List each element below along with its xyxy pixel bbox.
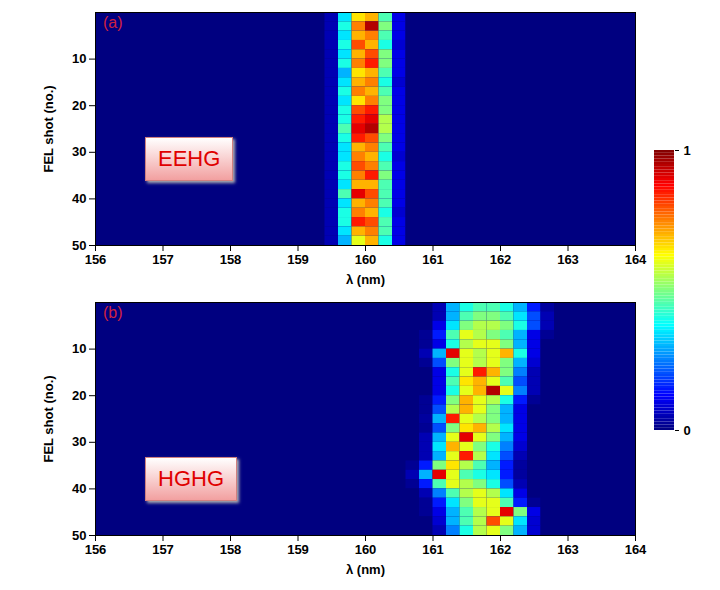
svg-text:157: 157	[152, 542, 174, 557]
svg-text:161: 161	[422, 252, 444, 267]
svg-text:162: 162	[490, 542, 512, 557]
svg-text:20: 20	[72, 388, 86, 403]
svg-text:1: 1	[684, 143, 691, 158]
svg-text:λ (nm): λ (nm)	[346, 562, 385, 577]
svg-text:157: 157	[152, 252, 174, 267]
svg-text:162: 162	[490, 252, 512, 267]
svg-text:158: 158	[220, 252, 242, 267]
svg-text:161: 161	[422, 542, 444, 557]
svg-text:20: 20	[72, 98, 86, 113]
html-text:HGHG: HGHG	[158, 466, 224, 491]
svg-text:164: 164	[625, 252, 647, 267]
svg-text:40: 40	[72, 191, 86, 206]
svg-text:30: 30	[72, 434, 86, 449]
svg-text:158: 158	[220, 542, 242, 557]
svg-text:156: 156	[85, 542, 107, 557]
svg-text:FEL shot (no.): FEL shot (no.)	[41, 85, 56, 172]
svg-text:FEL shot (no.): FEL shot (no.)	[41, 375, 56, 462]
html-text:(a): (a)	[103, 14, 123, 31]
svg-text:30: 30	[72, 144, 86, 159]
svg-text:50: 50	[72, 528, 86, 543]
svg-text:10: 10	[72, 341, 86, 356]
svg-text:164: 164	[625, 542, 647, 557]
svg-text:163: 163	[557, 252, 579, 267]
svg-text:λ (nm): λ (nm)	[346, 272, 385, 287]
svg-text:156: 156	[85, 252, 107, 267]
svg-text:159: 159	[287, 542, 309, 557]
html-text:(b): (b)	[103, 304, 123, 321]
svg-text:40: 40	[72, 481, 86, 496]
svg-text:160: 160	[355, 542, 377, 557]
svg-text:50: 50	[72, 238, 86, 253]
svg-text:10: 10	[72, 51, 86, 66]
svg-text:159: 159	[287, 252, 309, 267]
svg-text:160: 160	[355, 252, 377, 267]
html-text:EEHG: EEHG	[158, 146, 221, 171]
svg-text:0: 0	[684, 423, 691, 438]
svg-text:163: 163	[557, 542, 579, 557]
